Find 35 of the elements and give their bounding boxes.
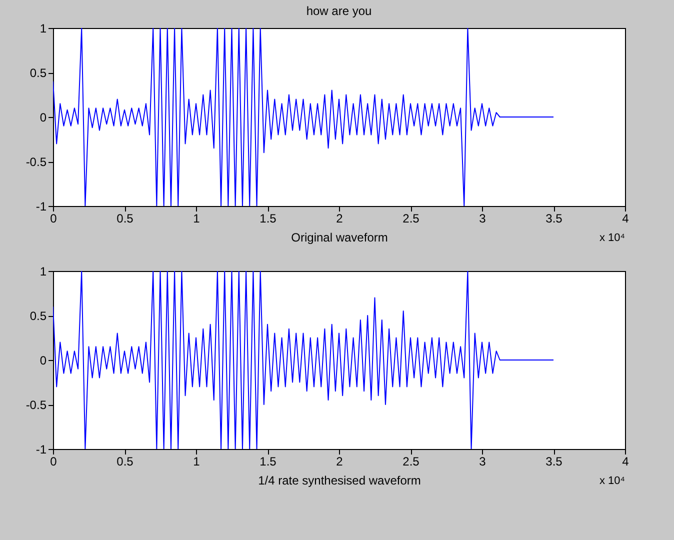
x-tick-label: 3: [479, 212, 486, 226]
x-tick-label: 3: [479, 454, 486, 468]
x-tick-label: 0: [50, 454, 58, 468]
y-tick-label: 0.5: [30, 66, 47, 80]
x-axis-title: Original waveform: [291, 230, 388, 244]
x-tick-label: 1: [193, 212, 200, 226]
x-tick-label: 2: [336, 212, 344, 226]
x-tick-label: 3.5: [546, 212, 563, 226]
x-tick-label: 4: [622, 454, 630, 468]
x-axis-title: 1/4 rate synthesised waveform: [258, 474, 421, 488]
text: x 10⁴: [599, 232, 626, 244]
x-tick-label: 4: [622, 212, 630, 226]
x-tick-label: 0.5: [116, 212, 134, 226]
x-tick-label: 3.5: [546, 454, 563, 468]
x-tick-label: 0: [50, 212, 58, 226]
line-series: [53, 271, 554, 449]
y-tick-label: 0.5: [30, 309, 47, 323]
x-tick-label: 1.5: [260, 454, 277, 468]
x-tick-label: 2.5: [402, 212, 420, 226]
text: x 10⁴: [599, 475, 626, 487]
y-tick-label: -0.5: [26, 155, 47, 169]
x-tick-label: 2.5: [402, 454, 420, 468]
chart-title: how are you: [306, 4, 372, 18]
y-tick-label: 0: [40, 110, 47, 124]
line-series: [53, 28, 554, 206]
y-tick-label: 0: [40, 354, 47, 368]
y-tick-label: 1: [40, 22, 47, 36]
x-tick-label: 1.5: [260, 212, 277, 226]
y-tick-label: 1: [40, 264, 47, 278]
y-tick-label: -1: [36, 200, 47, 214]
x-tick-label: 1: [193, 454, 200, 468]
x-tick-label: 0.5: [116, 454, 134, 468]
y-tick-label: -1: [36, 442, 47, 456]
y-tick-label: -0.5: [26, 398, 47, 412]
x-tick-label: 2: [336, 454, 344, 468]
